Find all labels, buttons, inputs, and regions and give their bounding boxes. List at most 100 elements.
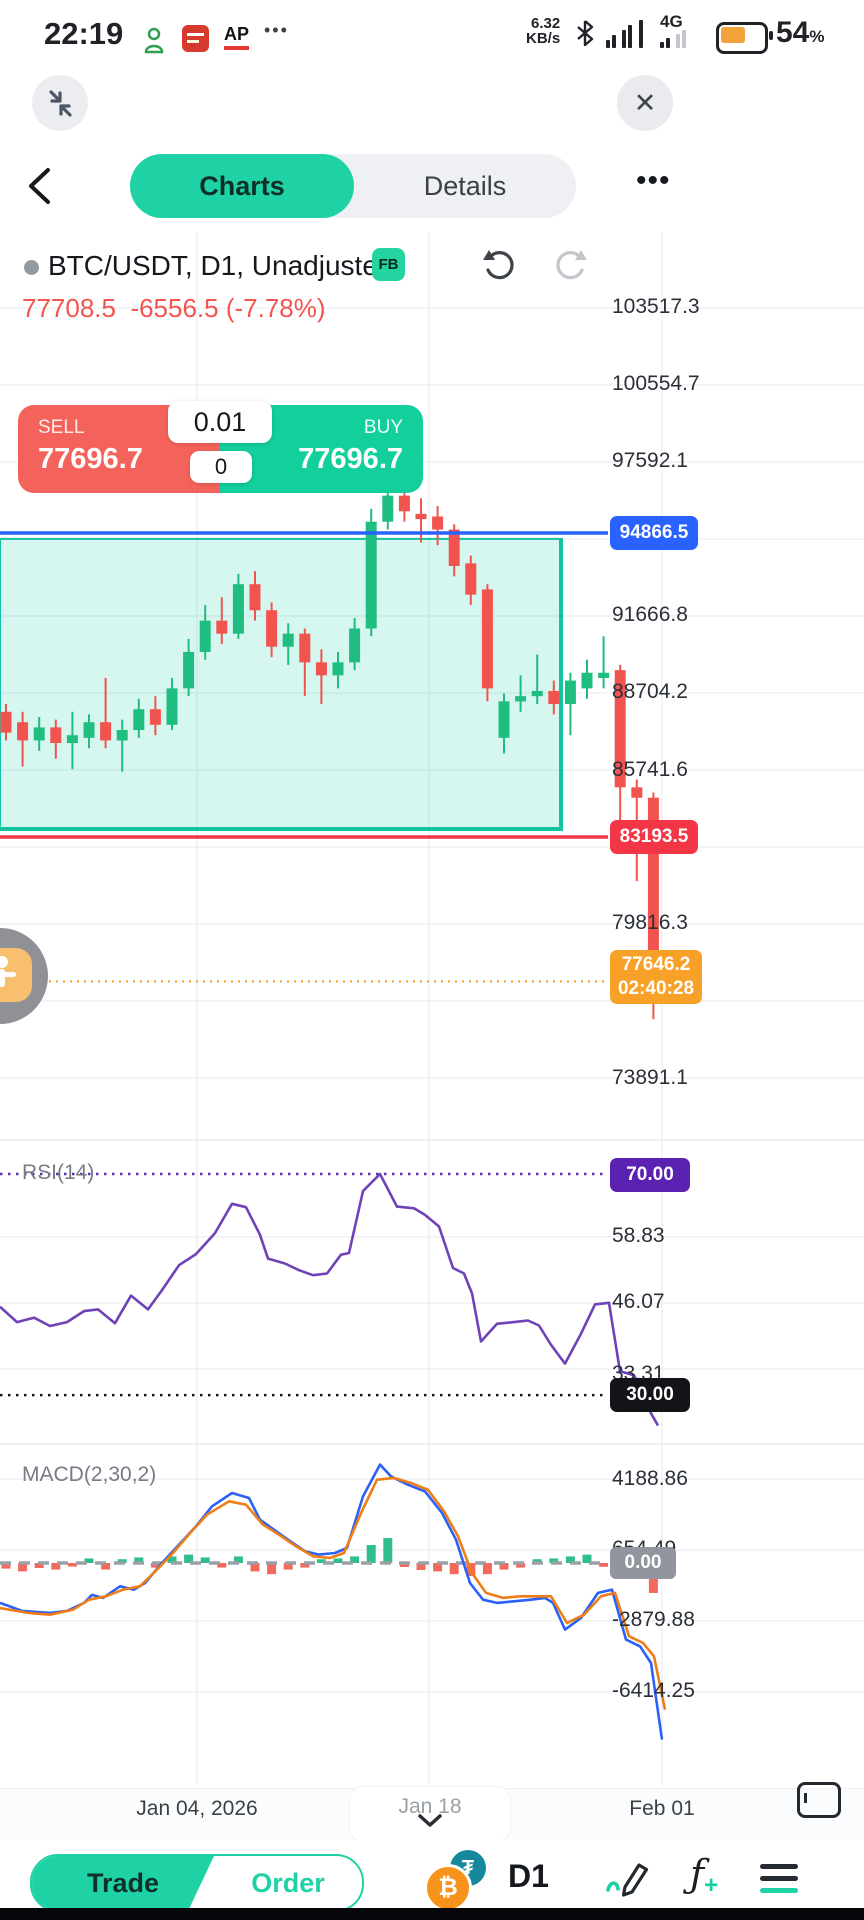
macd-histogram-bar [333, 1558, 343, 1563]
x-axis-tick: Feb 01 [629, 1797, 695, 1820]
support-price-badge: 83193.5 [610, 820, 698, 854]
candle-body [548, 690, 560, 704]
price-change-line: 77708.5 -6556.5 (-7.78%) [22, 293, 326, 323]
more-options-button[interactable]: ••• [636, 164, 671, 197]
candle-body [149, 709, 161, 725]
macd-histogram-bar [233, 1556, 243, 1563]
symbol-pair-icon[interactable]: ₮ ₿ [424, 1850, 494, 1912]
candle-body [315, 662, 327, 676]
macd-histogram-bar [366, 1545, 376, 1563]
person-icon [0, 956, 16, 987]
candle-body [17, 722, 29, 741]
candle-body [448, 529, 460, 566]
macd-histogram-bar [67, 1563, 77, 1567]
battery-icon [716, 22, 773, 54]
price-axis-label: 91666.8 [612, 603, 688, 626]
candle-body [631, 787, 643, 798]
network-speed: 6.32 KB/s [526, 15, 561, 47]
candle-body [299, 633, 311, 663]
price-axis-label: 85741.6 [612, 758, 688, 781]
candle-body [647, 797, 659, 981]
window-mark [804, 1793, 807, 1803]
macd-histogram-bar [565, 1556, 575, 1563]
price-axis-label: 100554.7 [612, 372, 700, 395]
candle-body [100, 722, 112, 741]
chart-windowed-mode-button[interactable] [797, 1782, 841, 1818]
x-axis-tick: Jan 04, 2026 [136, 1797, 258, 1820]
assist-bubble-badge [0, 948, 32, 1002]
macd-histogram-bar [200, 1557, 210, 1563]
resistance-price-badge: 94866.5 [610, 516, 698, 550]
price-axis-label: 73891.1 [612, 1066, 688, 1089]
timeframe-button[interactable]: D1 [508, 1858, 549, 1894]
tab-charts[interactable]: Charts [130, 154, 354, 218]
candle-body [166, 688, 178, 725]
chevron-down-icon [418, 1814, 442, 1827]
plus-icon: + [704, 1872, 719, 1899]
menu-button[interactable] [760, 1864, 798, 1893]
volume-input[interactable]: 0.01 [168, 401, 272, 443]
candle-body [216, 620, 228, 634]
btc-coin-icon: ₿ [424, 1864, 472, 1912]
order-tab[interactable]: Order [251, 1867, 325, 1898]
candle-body [481, 589, 493, 689]
candle-body [66, 735, 78, 744]
pencil-squiggle-icon [606, 1863, 649, 1897]
candle-body [83, 722, 95, 738]
redo-button[interactable] [552, 248, 590, 286]
undo-button[interactable] [480, 248, 518, 286]
candle-body [332, 662, 344, 676]
candle-body [432, 516, 444, 530]
status-time: 22:19 [44, 16, 124, 51]
hamburger-icon [760, 1864, 798, 1893]
candle-body [249, 584, 261, 611]
redo-icon [556, 250, 587, 280]
macd-histogram-bar [150, 1563, 160, 1568]
macd-indicator-label: MACD(2,30,2) [22, 1463, 157, 1486]
candle-body [415, 513, 427, 520]
sell-price: 77696.7 [38, 443, 143, 475]
macd-histogram-bar [316, 1559, 326, 1563]
drawing-tools-button[interactable] [602, 1852, 652, 1902]
macd-histogram-bar [18, 1563, 28, 1572]
macd-histogram-bar [167, 1556, 177, 1563]
rsi-indicator-label: RSI(14) [22, 1161, 95, 1184]
macd-histogram-bar [399, 1563, 409, 1567]
panel-collapse-handle[interactable]: Jan 18 [349, 1786, 511, 1842]
collapse-window-button[interactable] [32, 75, 88, 131]
rsi-line [0, 1172, 660, 1427]
candle-body [398, 495, 410, 512]
macd-histogram-bar [549, 1558, 559, 1563]
macd-signal-line [0, 1476, 667, 1710]
network-type-label: 4G [660, 12, 683, 31]
rsi-axis-label: 58.83 [612, 1224, 665, 1247]
macd-histogram-bar [250, 1563, 260, 1572]
charts-details-segmented-control: Charts Details [130, 154, 576, 218]
trade-order-toggle: Trade Order [30, 1854, 364, 1912]
close-window-button[interactable]: ✕ [617, 75, 673, 131]
back-button[interactable] [24, 166, 56, 206]
trade-tab[interactable]: Trade [32, 1856, 214, 1910]
macd-histogram-bar [350, 1556, 360, 1563]
macd-histogram-bar [184, 1554, 194, 1563]
macd-histogram-bar [416, 1563, 426, 1570]
sim2-signal-icon [660, 30, 688, 48]
notification-app-icon-red [182, 25, 209, 52]
last-price-countdown-badge: 77646.2 02:40:28 [610, 950, 702, 1004]
candle-body [349, 628, 361, 663]
rsi-axis-label: 46.07 [612, 1290, 665, 1313]
candle-body [581, 672, 593, 689]
candle-body [515, 696, 527, 702]
indicators-button[interactable]: ƒ+ [690, 1852, 719, 1899]
deviation-input[interactable]: 0 [190, 451, 252, 483]
tab-details[interactable]: Details [423, 170, 507, 201]
macd-histogram-bar [283, 1563, 293, 1570]
more-notifications-icon: ••• [264, 20, 289, 40]
macd-axis-label: -2879.88 [612, 1608, 695, 1631]
rsi-oversold-badge: 30.00 [610, 1378, 690, 1412]
bluetooth-icon [574, 18, 598, 50]
candle-body [266, 610, 278, 647]
candle-body [614, 670, 626, 788]
